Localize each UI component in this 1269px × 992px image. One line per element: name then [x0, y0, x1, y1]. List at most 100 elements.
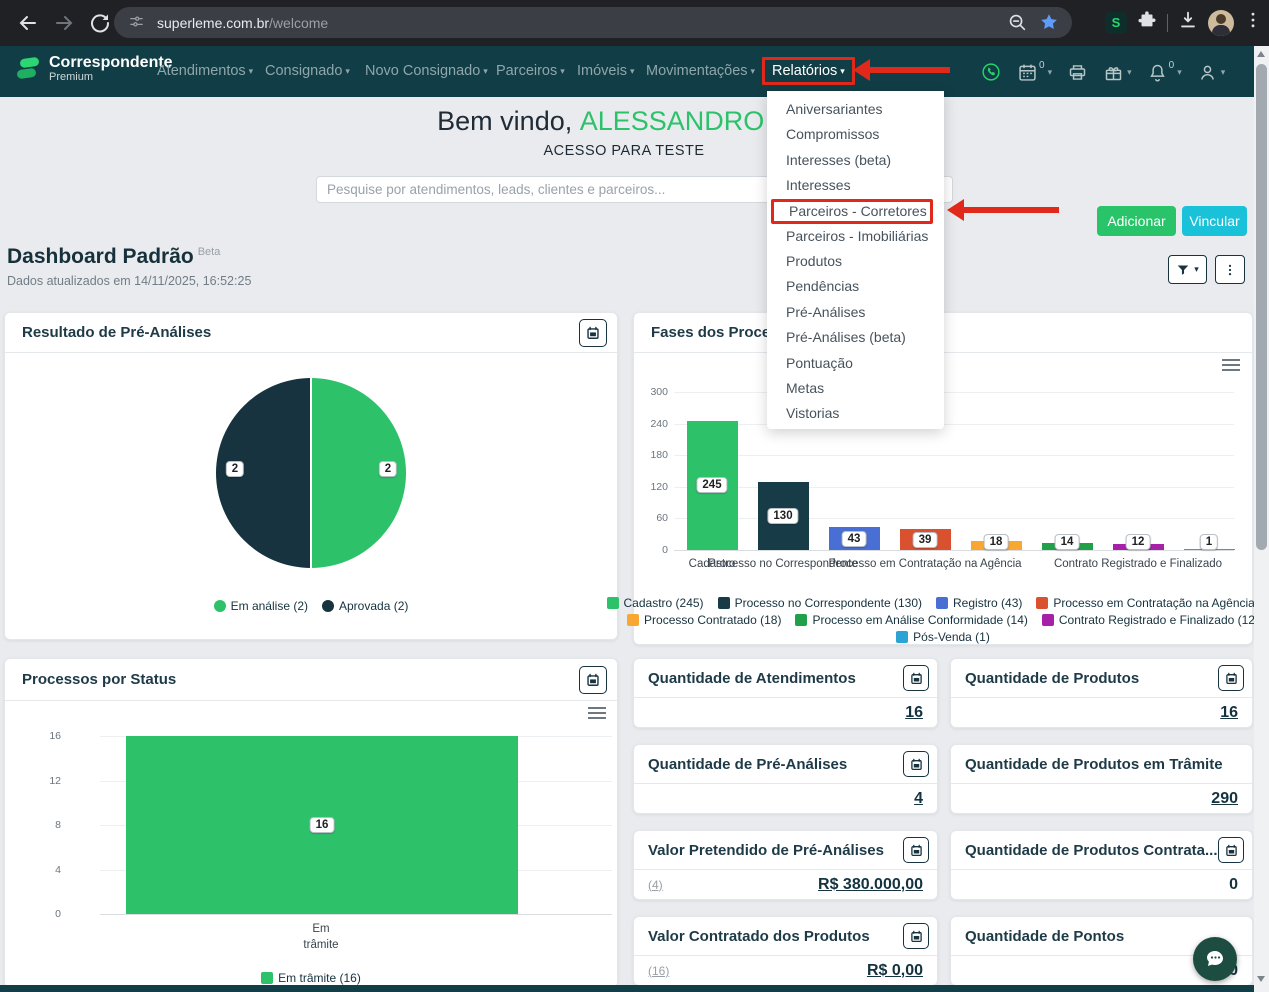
- reload-icon[interactable]: [88, 11, 112, 35]
- chevron-down-icon: ▾: [750, 66, 756, 76]
- kpi-value[interactable]: R$ 380.000,00: [818, 875, 923, 893]
- menu-item-produtos[interactable]: Produtos: [786, 252, 843, 269]
- legend-item: Aprovada (2): [322, 599, 408, 613]
- bar-value-label: 1: [1199, 534, 1219, 550]
- superleme-logo-icon: [16, 54, 40, 86]
- more-options-button[interactable]: [1215, 255, 1245, 284]
- chevron-down-icon: ▾: [840, 66, 845, 76]
- zoom-out-icon[interactable]: [1006, 11, 1028, 36]
- scrollbar-thumb[interactable]: [1256, 64, 1267, 550]
- bookmark-star-icon[interactable]: [1038, 11, 1060, 36]
- legend-item: Processo em Contratação na Agência (39): [1036, 596, 1269, 610]
- page-title: Dashboard Padrão Beta: [7, 245, 221, 268]
- y-tick-label: 240: [650, 418, 668, 430]
- scroll-up-icon[interactable]: [1257, 51, 1265, 57]
- menu-item-pontuacao[interactable]: Pontuação: [786, 354, 853, 371]
- superleme-extension-icon[interactable]: S: [1105, 11, 1127, 34]
- menu-item-parceiros-imobiliarias[interactable]: Parceiros - Imobiliárias: [786, 227, 929, 244]
- forward-icon[interactable]: [52, 11, 76, 35]
- pie-value-label: 2: [378, 461, 398, 477]
- beta-badge: Beta: [197, 246, 221, 258]
- kpi-title: Quantidade de Atendimentos: [648, 669, 856, 687]
- calendar-icon: [910, 930, 922, 942]
- x-axis-label: Processo no Correspondente: [708, 558, 858, 570]
- menu-item-pre-analises-beta[interactable]: Pré-Análises (beta): [786, 329, 906, 346]
- calendar-filter-button[interactable]: [903, 837, 929, 863]
- pie-legend: Em análise (2) Aprovada (2): [5, 599, 617, 613]
- calendar-filter-button[interactable]: [1218, 665, 1244, 691]
- nav-item-relatorios[interactable]: Relatórios ▾: [762, 57, 855, 85]
- add-button[interactable]: Adicionar: [1097, 206, 1176, 236]
- calendar-filter-button[interactable]: [579, 318, 607, 347]
- nav-item-atendimentos[interactable]: Atendimentos ▾: [157, 63, 254, 79]
- menu-item-pre-analises[interactable]: Pré-Análises: [786, 303, 866, 320]
- menu-item-compromissos[interactable]: Compromissos: [786, 126, 880, 143]
- address-bar[interactable]: superleme.com.br/welcome: [114, 7, 1072, 38]
- nav-item-movimentacoes[interactable]: Movimentações ▾: [646, 63, 756, 79]
- kpi-value[interactable]: 290: [1211, 789, 1238, 807]
- legend-item: Processo em Análise Conformidade (14): [795, 613, 1028, 627]
- nav-item-imoveis[interactable]: Imóveis ▾: [577, 63, 635, 79]
- legend-swatch: [213, 600, 226, 612]
- calendar-icon: [910, 758, 922, 770]
- bell-icon[interactable]: 0 ▾: [1147, 60, 1182, 83]
- kpi-value[interactable]: 16: [905, 703, 923, 721]
- chart-menu-icon[interactable]: [588, 707, 606, 722]
- calendar-filter-button[interactable]: [903, 923, 929, 949]
- kpi-count-link[interactable]: (16): [648, 963, 670, 978]
- y-tick-label: 0: [55, 908, 61, 920]
- brand-logo[interactable]: Correspondente Premium: [16, 54, 173, 86]
- card-processos-status: Processos por Status 16 12 8 4 0 16 Em trâmite E…: [4, 658, 618, 988]
- calendar-filter-button[interactable]: [579, 665, 607, 694]
- y-tick-label: 4: [55, 864, 61, 876]
- kpi-value[interactable]: 16: [1220, 703, 1238, 721]
- downloads-icon[interactable]: [1177, 9, 1199, 36]
- kpi-card-quantidade-de-produtos-em-tramite: Quantidade de Produtos em Trâmite 290: [950, 744, 1253, 814]
- user-icon[interactable]: ▾: [1197, 62, 1226, 83]
- legend-item: Cadastro (245): [606, 596, 704, 610]
- pie-divider: [310, 378, 312, 568]
- chart-menu-icon[interactable]: [1222, 359, 1240, 374]
- kpi-title: Valor Contratado dos Produtos: [648, 927, 870, 945]
- kpi-count-link[interactable]: (4): [648, 877, 663, 892]
- filter-button[interactable]: ▾: [1168, 255, 1207, 284]
- calendar-nav-icon[interactable]: 0 ▾: [1017, 60, 1052, 83]
- bar-chart-fases: 300 240 180 120 60 0 245 130 43 39 18 14 12 1 Cadastro…: [606, 353, 1269, 644]
- menu-item-vistorias[interactable]: Vistorias: [786, 405, 840, 422]
- gift-icon[interactable]: ▾: [1103, 62, 1132, 83]
- back-icon[interactable]: [16, 11, 40, 35]
- menu-item-aniversariantes[interactable]: Aniversariantes: [786, 101, 883, 117]
- nav-item-novo-consignado[interactable]: Novo Consignado ▾: [365, 63, 488, 79]
- calendar-filter-button[interactable]: [1218, 837, 1244, 863]
- legend-swatch: [261, 972, 274, 984]
- scrollbar[interactable]: [1254, 46, 1269, 992]
- menu-item-pendencias[interactable]: Pendências: [786, 278, 860, 295]
- nav-item-parceiros[interactable]: Parceiros ▾: [496, 63, 565, 79]
- legend-item: Processo Contratado (18): [627, 613, 781, 627]
- legend-swatch: [606, 597, 619, 609]
- nav-item-consignado[interactable]: Consignado ▾: [265, 63, 350, 79]
- kpi-card-quantidade-de-produtos: Quantidade de Produtos 16: [950, 658, 1253, 728]
- link-button[interactable]: Vincular: [1182, 206, 1247, 236]
- whatsapp-icon[interactable]: [980, 61, 1002, 83]
- chevron-down-icon: ▾: [1220, 66, 1226, 77]
- kpi-grid: Quantidade de Atendimentos 16 Quantidade d…: [633, 658, 1253, 986]
- menu-item-metas[interactable]: Metas: [786, 379, 825, 396]
- x-axis-label: Processo em Contratação na Agência: [828, 558, 1022, 570]
- extensions-puzzle-icon[interactable]: [1136, 9, 1158, 36]
- menu-item-interesses-beta[interactable]: Interesses (beta): [786, 151, 892, 168]
- kpi-value[interactable]: 4: [914, 789, 923, 807]
- bar-value-label: 16: [309, 817, 335, 833]
- menu-item-interesses[interactable]: Interesses: [786, 177, 851, 194]
- menu-item-parceiros-corretores[interactable]: Parceiros - Corretores: [771, 198, 933, 224]
- site-settings-icon[interactable]: [128, 13, 145, 33]
- scroll-down-icon[interactable]: [1257, 976, 1265, 982]
- kpi-value[interactable]: R$ 0,00: [866, 961, 923, 979]
- legend-swatch: [717, 597, 730, 609]
- printer-icon[interactable]: [1067, 62, 1088, 83]
- calendar-filter-button[interactable]: [903, 665, 929, 691]
- profile-avatar[interactable]: [1208, 9, 1234, 36]
- chrome-menu-icon[interactable]: [1243, 10, 1263, 35]
- chat-bubble-button[interactable]: [1193, 937, 1237, 981]
- calendar-filter-button[interactable]: [903, 751, 929, 777]
